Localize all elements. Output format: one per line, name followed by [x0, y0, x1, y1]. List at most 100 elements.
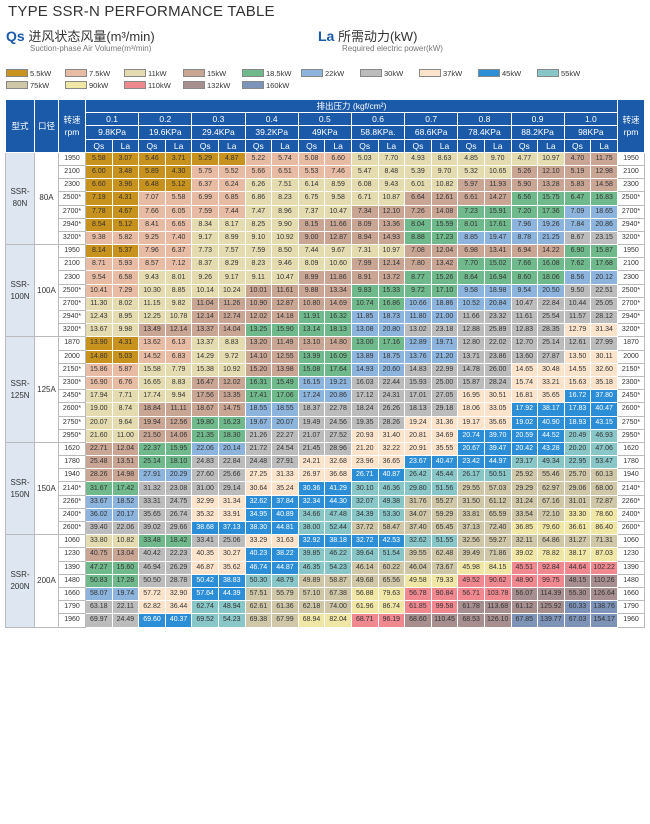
la-cell: 4.87: [217, 151, 246, 166]
la-cell: 13.36: [377, 217, 406, 232]
qs-cell: 34.95: [244, 507, 273, 523]
qs-cell: 5.29: [191, 151, 219, 166]
la-cell: 31.34: [217, 494, 246, 509]
qs-cell: 36.85: [510, 520, 539, 536]
table-row: 2300 6.60 3.96 6.48 5.12 6.37 6.24 6.26 7.51 6.14…: [6, 178, 645, 193]
la-cell: 17.23: [430, 230, 459, 246]
qs-cell: 6.01: [404, 178, 432, 193]
qs-cell: 69.38: [244, 613, 273, 628]
la-cell: 14.04: [217, 323, 246, 338]
table-row: 2940* 12.43 8.95 12.25 10.78 12.14 12.74 12.02 1…: [6, 309, 645, 325]
la-cell: 5.12: [111, 217, 140, 232]
qs-cell: 7.08: [404, 244, 432, 259]
qs-cell: 61.85: [404, 600, 432, 615]
qs-cell: 15.87: [457, 375, 485, 391]
table-row: 2100 8.71 5.93 8.57 7.12 8.37 8.29 8.23 9.46 8.09…: [6, 257, 645, 272]
rpm-cell: 1960: [617, 613, 645, 628]
la-cell: 11.66: [324, 217, 352, 232]
qs-cell: 22.37: [138, 441, 166, 457]
legend-label: 45kW: [502, 68, 522, 78]
la-cell: 9.82: [164, 296, 193, 312]
qs-cell: 8.77: [404, 270, 432, 285]
la-cell: 25.89: [483, 323, 512, 338]
la-cell: 17.28: [111, 573, 140, 588]
qs-cell: 31.76: [404, 494, 432, 509]
la-cell: 5.93: [111, 257, 140, 272]
kpa-header: 29.4KPa: [191, 125, 246, 140]
qs-col-header: Qs: [138, 138, 166, 153]
qs-cell: 8.71: [85, 257, 113, 272]
qs-cell: 37.13: [457, 520, 485, 536]
qs-cell: 15.63: [563, 375, 592, 391]
la-cell: 3.71: [164, 151, 193, 166]
qs-cell: 36.02: [85, 507, 113, 523]
qs-cell: 26.17: [457, 468, 485, 483]
table-row: 2300 9.54 6.58 9.43 8.01 9.26 9.17 9.11 10.47 8.9…: [6, 270, 645, 285]
la-cell: 27.05: [430, 389, 459, 404]
la-cell: 55.46: [537, 468, 565, 483]
qs-cell: 26.42: [404, 468, 432, 483]
kpa-header: 98KPa: [563, 125, 619, 140]
la-cell: 20.12: [590, 270, 618, 285]
rpm-cell: 2940*: [58, 217, 86, 232]
la-cell: 17.36: [537, 204, 565, 219]
qs-cell: 7.34: [350, 204, 379, 219]
la-col-header: La: [217, 138, 246, 153]
qs-cell: 31.24: [510, 494, 539, 509]
la-cell: 8.74: [111, 402, 140, 417]
qs-cell: 20.81: [404, 428, 432, 443]
qs-cell: 40.75: [85, 547, 113, 562]
la-cell: 15.95: [164, 441, 193, 457]
la-cell: 11.61: [271, 283, 299, 298]
la-cell: 12.10: [537, 164, 565, 180]
qs-cell: 12.80: [457, 336, 485, 351]
qs-cell: 4.77: [510, 151, 539, 166]
la-cell: 5.82: [111, 230, 140, 246]
qs-cell: 20.91: [404, 441, 432, 457]
qs-cell: 36.61: [563, 520, 592, 536]
la-cell: 25.54: [537, 309, 565, 325]
la-cell: 12.04: [111, 441, 140, 457]
qs-cell: 12.61: [563, 336, 592, 351]
legend-row: 5.5kW 7.5kW 11kW 15kW 18.5kW 22kW 30kW 37kW 45kW…: [6, 67, 646, 79]
qs-col-header: Qs: [191, 138, 219, 153]
qs-cell: 10.01: [244, 283, 273, 298]
la-cell: 61.36: [271, 600, 299, 615]
la-cell: 53.30: [377, 507, 406, 523]
qs-cell: 7.59: [191, 204, 219, 219]
qs-cell: 46.87: [191, 560, 219, 575]
table-row: 2400* 36.02 20.17 35.65 26.74 35.32 33.91 34.95…: [6, 507, 645, 523]
la-col-header: La: [111, 138, 140, 153]
la-cell: 19.71: [430, 336, 459, 351]
qs-cell: 8.78: [510, 230, 539, 246]
rpm-cell: 2500*: [617, 191, 645, 206]
la-cell: 110.26: [590, 573, 618, 588]
legend-label: 160kW: [266, 80, 290, 90]
bore-cell: 150A: [34, 441, 59, 536]
qs-cell: 35.32: [191, 507, 219, 523]
la-cell: 3.48: [111, 164, 140, 180]
la-cell: 15.02: [483, 257, 512, 272]
la-cell: 50.51: [483, 468, 512, 483]
table-row: SSR- 150N 150A 1620 22.71 12.04 22.37 15.95 22.0…: [5, 441, 645, 536]
la-cell: 6.58: [111, 270, 140, 285]
la-cell: 8.59: [324, 178, 352, 193]
la-cell: 20.07: [271, 415, 299, 430]
la-cell: 5.12: [164, 178, 193, 193]
la-cell: 47.48: [324, 507, 352, 523]
qs-cell: 69.97: [85, 613, 113, 628]
qs-cell: 18.84: [138, 402, 166, 417]
la-cell: 25.14: [537, 336, 565, 351]
qs-cell: 9.54: [85, 270, 113, 285]
la-cell: 34.69: [430, 428, 459, 443]
la-cell: 17.06: [271, 389, 299, 404]
col-header-speed: 转速 rpm: [58, 99, 86, 153]
qs-cell: 16.95: [457, 389, 485, 404]
qs-col-header: Qs: [510, 138, 539, 153]
la-cell: 6.37: [164, 244, 193, 259]
qs-cell: 9.83: [350, 283, 379, 298]
legend-label: 37kW: [443, 68, 463, 78]
la-cell: 39.47: [483, 441, 512, 457]
qs-cell: 12.89: [404, 336, 432, 351]
model-cell: SSR- 200N: [5, 534, 35, 628]
